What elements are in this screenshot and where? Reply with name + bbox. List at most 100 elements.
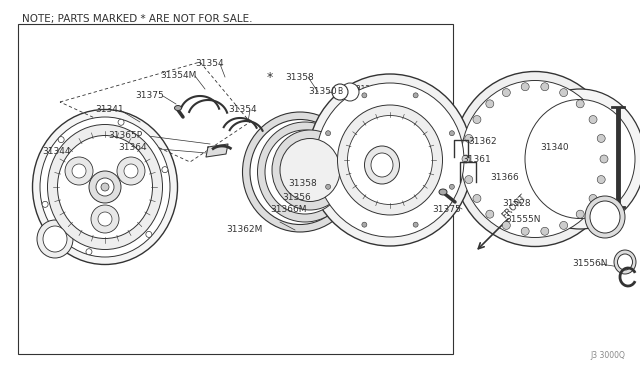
Text: 31358: 31358: [285, 73, 314, 81]
Ellipse shape: [175, 106, 182, 110]
Ellipse shape: [98, 212, 112, 226]
Ellipse shape: [589, 116, 597, 124]
Ellipse shape: [439, 189, 447, 195]
Ellipse shape: [47, 125, 163, 250]
Ellipse shape: [559, 89, 568, 97]
Ellipse shape: [597, 134, 605, 142]
Ellipse shape: [590, 201, 620, 233]
Text: 08120-83010: 08120-83010: [352, 84, 403, 93]
Text: 31340: 31340: [540, 142, 568, 151]
Ellipse shape: [91, 205, 119, 233]
Ellipse shape: [502, 221, 510, 230]
Ellipse shape: [452, 71, 618, 247]
Bar: [18, 24, 453, 354]
Ellipse shape: [614, 250, 636, 274]
Ellipse shape: [589, 195, 597, 202]
Text: B: B: [353, 87, 359, 96]
Text: 31344: 31344: [42, 148, 70, 157]
Ellipse shape: [316, 83, 464, 237]
Ellipse shape: [449, 131, 454, 136]
Text: (8): (8): [355, 93, 365, 103]
Ellipse shape: [307, 74, 472, 246]
Ellipse shape: [280, 138, 340, 202]
Ellipse shape: [162, 167, 168, 173]
Text: 31365P: 31365P: [108, 131, 142, 141]
Ellipse shape: [89, 171, 121, 203]
Ellipse shape: [40, 117, 170, 257]
Ellipse shape: [42, 201, 48, 207]
Ellipse shape: [65, 157, 93, 185]
Text: 31361: 31361: [462, 155, 491, 164]
Ellipse shape: [521, 83, 529, 91]
Ellipse shape: [449, 184, 454, 189]
Ellipse shape: [58, 137, 64, 142]
Text: *: *: [327, 128, 333, 141]
Ellipse shape: [326, 184, 331, 189]
Text: NOTE; PARTS MARKED * ARE NOT FOR SALE.: NOTE; PARTS MARKED * ARE NOT FOR SALE.: [22, 14, 253, 24]
Ellipse shape: [600, 155, 608, 163]
Ellipse shape: [72, 164, 86, 178]
Ellipse shape: [86, 249, 92, 255]
Text: 31354M: 31354M: [160, 71, 196, 80]
Ellipse shape: [473, 116, 481, 124]
Ellipse shape: [146, 231, 152, 237]
Text: 31366M: 31366M: [270, 205, 307, 214]
Ellipse shape: [597, 176, 605, 183]
Text: *: *: [267, 71, 273, 83]
Ellipse shape: [243, 112, 358, 232]
Ellipse shape: [257, 122, 353, 222]
Ellipse shape: [326, 131, 331, 136]
Ellipse shape: [332, 84, 348, 100]
Ellipse shape: [521, 227, 529, 235]
Ellipse shape: [541, 227, 549, 235]
Ellipse shape: [365, 146, 399, 184]
Text: 31358: 31358: [288, 180, 317, 189]
Ellipse shape: [618, 254, 632, 270]
Ellipse shape: [362, 222, 367, 227]
Ellipse shape: [585, 196, 625, 238]
Text: 31366: 31366: [490, 173, 519, 182]
Text: 31341: 31341: [95, 106, 124, 115]
Ellipse shape: [462, 155, 470, 163]
Ellipse shape: [117, 157, 145, 185]
Ellipse shape: [413, 93, 418, 98]
Ellipse shape: [341, 83, 359, 101]
Ellipse shape: [124, 164, 138, 178]
Ellipse shape: [486, 100, 494, 108]
Ellipse shape: [413, 222, 418, 227]
Ellipse shape: [461, 80, 609, 237]
Text: 31528: 31528: [502, 199, 531, 208]
Text: B: B: [337, 87, 342, 96]
Ellipse shape: [541, 83, 549, 91]
Text: 31555N: 31555N: [505, 215, 541, 224]
Ellipse shape: [465, 176, 473, 183]
Ellipse shape: [58, 135, 152, 238]
Ellipse shape: [371, 153, 393, 177]
Ellipse shape: [576, 100, 584, 108]
Ellipse shape: [337, 105, 442, 215]
Ellipse shape: [348, 115, 433, 205]
Text: 31350: 31350: [308, 87, 337, 96]
Ellipse shape: [473, 195, 481, 202]
Ellipse shape: [250, 119, 350, 224]
Text: 31354: 31354: [228, 106, 257, 115]
Ellipse shape: [265, 130, 345, 214]
Text: J3 3000Q: J3 3000Q: [590, 351, 625, 360]
Text: 31362: 31362: [468, 138, 497, 147]
Ellipse shape: [96, 178, 114, 196]
Ellipse shape: [43, 226, 67, 252]
Ellipse shape: [576, 210, 584, 218]
Text: 31375: 31375: [135, 92, 164, 100]
Ellipse shape: [515, 89, 640, 229]
Polygon shape: [206, 144, 228, 157]
Text: 31556N: 31556N: [572, 260, 607, 269]
Ellipse shape: [37, 220, 73, 258]
Ellipse shape: [559, 221, 568, 230]
Ellipse shape: [33, 109, 177, 264]
Ellipse shape: [502, 89, 510, 97]
Ellipse shape: [272, 130, 348, 210]
Ellipse shape: [118, 119, 124, 125]
Ellipse shape: [486, 210, 494, 218]
Text: 31364: 31364: [118, 144, 147, 153]
Text: 31354: 31354: [195, 60, 223, 68]
